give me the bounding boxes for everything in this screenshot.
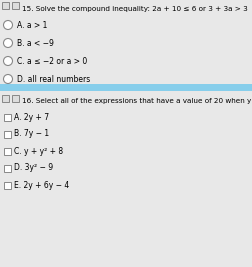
Text: B. a < −9: B. a < −9: [17, 38, 54, 48]
Bar: [2, 2, 9, 9]
Bar: [4, 147, 11, 155]
Bar: [4, 113, 11, 120]
Bar: [12, 95, 19, 102]
Text: D. all real numbers: D. all real numbers: [17, 74, 90, 84]
Bar: [4, 182, 11, 189]
Bar: [0, 84, 252, 91]
Text: 16. Select all of the expressions that have a value of 20 when y = 3.: 16. Select all of the expressions that h…: [22, 99, 252, 104]
Text: A. a > 1: A. a > 1: [17, 21, 47, 29]
Text: A. 2y + 7: A. 2y + 7: [14, 112, 49, 121]
Bar: [4, 164, 11, 171]
Text: C. y + y² + 8: C. y + y² + 8: [14, 147, 63, 155]
Circle shape: [4, 57, 12, 65]
Text: B. 7y − 1: B. 7y − 1: [14, 129, 49, 139]
Text: E. 2y + 6y − 4: E. 2y + 6y − 4: [14, 180, 69, 190]
Bar: [2, 95, 9, 102]
Bar: [4, 131, 11, 138]
Text: C. a ≤ −2 or a > 0: C. a ≤ −2 or a > 0: [17, 57, 87, 65]
Text: 15. Solve the compound inequality: 2a + 10 ≤ 6 or 3 + 3a > 3: 15. Solve the compound inequality: 2a + …: [22, 6, 247, 11]
Text: D. 3y² − 9: D. 3y² − 9: [14, 163, 53, 172]
Circle shape: [4, 21, 12, 29]
Bar: [12, 2, 19, 9]
Circle shape: [4, 38, 12, 48]
Circle shape: [4, 74, 12, 84]
